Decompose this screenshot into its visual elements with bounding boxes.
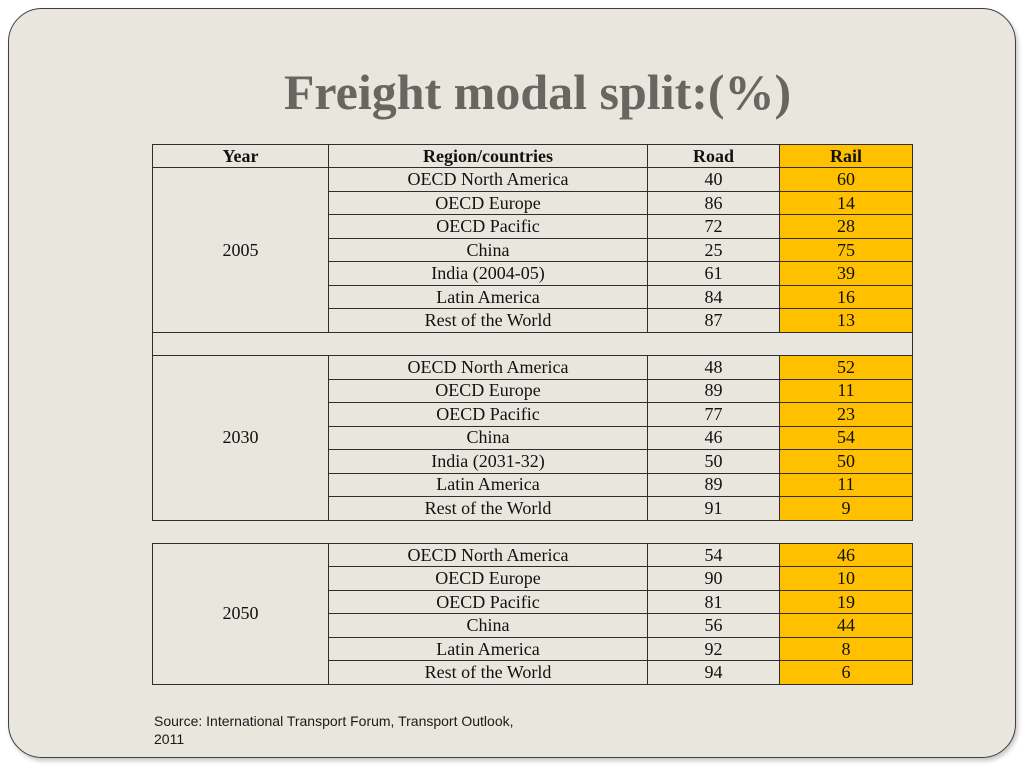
table-row: 2030 OECD North America 48 52 — [152, 355, 913, 521]
region-cell: India (2031-32) — [328, 449, 648, 474]
region-cell: OECD North America — [328, 542, 648, 568]
rail-value: 13 — [779, 308, 913, 333]
rail-value: 11 — [779, 472, 913, 498]
rail-value: 16 — [779, 284, 913, 310]
rail-value: 23 — [779, 402, 913, 427]
rail-value: 14 — [779, 190, 913, 216]
table-row: OECD Pacific 72 28 — [153, 214, 913, 239]
table-row: OECD Pacific 81 19 — [153, 589, 913, 615]
region-cell: OECD Pacific — [328, 589, 648, 615]
region-cell: OECD North America — [328, 355, 648, 380]
region-cell: India (2004-05) — [328, 261, 648, 286]
road-value: 90 — [647, 566, 780, 591]
table-row: Latin America 89 11 — [153, 472, 913, 498]
slide-title: Freight modal split:(%) — [283, 64, 792, 120]
header-rail: Rail — [779, 143, 913, 169]
rail-value: 52 — [779, 355, 913, 380]
table-row: OECD Pacific 77 23 — [153, 402, 913, 427]
rail-value: 54 — [779, 425, 913, 451]
rail-value: 10 — [779, 566, 913, 591]
region-cell: China — [328, 425, 648, 451]
region-cell: Latin America — [328, 472, 648, 498]
spacer-row — [153, 520, 913, 543]
rail-value: 46 — [779, 542, 913, 568]
table-row: China 56 44 — [153, 613, 913, 638]
road-value: 86 — [647, 190, 780, 216]
road-value: 94 — [647, 660, 780, 685]
table-row: Rest of the World 94 6 — [153, 660, 913, 685]
road-value: 50 — [647, 449, 780, 474]
road-value: 48 — [647, 355, 780, 380]
rail-value: 75 — [779, 237, 913, 263]
rail-value: 44 — [779, 613, 913, 638]
region-cell: Rest of the World — [328, 660, 648, 685]
year-cell: 2050 — [152, 542, 329, 685]
header-row: Year Region/countries Road Rail — [152, 143, 913, 169]
road-value: 84 — [647, 284, 780, 310]
region-cell: China — [328, 613, 648, 638]
table-row: 2050 OECD North America 54 46 — [152, 542, 913, 685]
road-value: 77 — [647, 402, 780, 427]
rail-value: 28 — [779, 214, 913, 239]
region-cell: OECD Europe — [328, 190, 648, 216]
rail-value: 8 — [779, 636, 913, 662]
source-note: Source: International Transport Forum, T… — [154, 713, 514, 747]
region-cell: OECD Pacific — [328, 402, 648, 427]
region-cell: Rest of the World — [328, 496, 648, 521]
header-region: Region/countries — [328, 143, 648, 169]
region-cell: OECD Europe — [328, 378, 648, 404]
road-value: 54 — [647, 542, 780, 568]
region-cell: Rest of the World — [328, 308, 648, 333]
blank-cell — [152, 331, 913, 357]
freight-modal-split-table: Year Region/countries Road Rail 2005 OEC… — [152, 143, 913, 685]
table-row: China 46 54 — [153, 425, 913, 451]
region-cell: OECD Pacific — [328, 214, 648, 239]
road-value: 87 — [647, 308, 780, 333]
road-value: 56 — [647, 613, 780, 638]
road-value: 40 — [647, 167, 780, 192]
year-cell: 2005 — [152, 167, 329, 333]
region-cell: China — [328, 237, 648, 263]
year-cell: 2030 — [152, 355, 329, 521]
region-cell: Latin America — [328, 636, 648, 662]
region-cell: OECD Europe — [328, 566, 648, 591]
table-row: 2005 OECD North America 40 60 — [152, 167, 913, 333]
road-value: 91 — [647, 496, 780, 521]
table-row: Rest of the World 91 9 — [153, 496, 913, 521]
road-value: 92 — [647, 636, 780, 662]
road-value: 25 — [647, 237, 780, 263]
road-value: 89 — [647, 472, 780, 498]
road-value: 61 — [647, 261, 780, 286]
road-value: 89 — [647, 378, 780, 404]
rail-value: 6 — [779, 660, 913, 685]
rail-value: 60 — [779, 167, 913, 192]
rail-value: 50 — [779, 449, 913, 474]
region-cell: Latin America — [328, 284, 648, 310]
region-cell: OECD North America — [328, 167, 648, 192]
road-value: 72 — [647, 214, 780, 239]
header-road: Road — [647, 143, 780, 169]
road-value: 46 — [647, 425, 780, 451]
gap-cell — [153, 520, 913, 543]
rail-value: 39 — [779, 261, 913, 286]
rail-value: 11 — [779, 378, 913, 404]
table-row: Latin America 84 16 — [153, 284, 913, 310]
table-row: Rest of the World 87 13 — [153, 308, 913, 333]
header-year: Year — [152, 143, 329, 169]
rail-value: 19 — [779, 589, 913, 615]
spacer-row — [152, 331, 913, 357]
rail-value: 9 — [779, 496, 913, 521]
road-value: 81 — [647, 589, 780, 615]
